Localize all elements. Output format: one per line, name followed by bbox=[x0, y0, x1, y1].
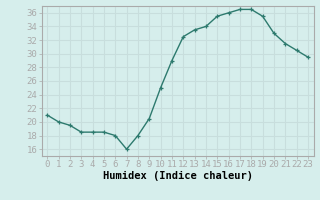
X-axis label: Humidex (Indice chaleur): Humidex (Indice chaleur) bbox=[103, 171, 252, 181]
